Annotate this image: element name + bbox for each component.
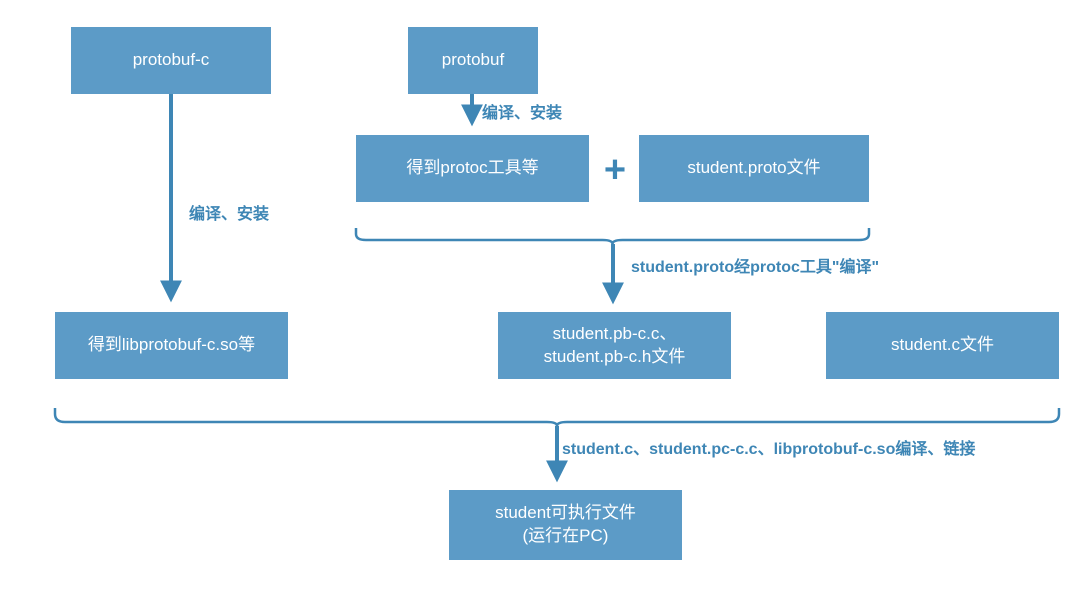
plus-symbol: +: [595, 145, 635, 195]
node-n8: student可执行文件 (运行在PC): [449, 490, 682, 560]
bracket-e4: [55, 408, 1059, 426]
node-n4: student.proto文件: [639, 135, 869, 202]
node-n6: student.pb-c.c、 student.pb-c.h文件: [498, 312, 731, 379]
edge-label-e2: 编译、安装: [189, 200, 269, 224]
bracket-e3: [356, 228, 869, 244]
edge-label-e3: student.proto经protoc工具"编译": [631, 253, 879, 277]
edge-label-e1: 编译、安装: [482, 99, 562, 123]
node-n5: 得到libprotobuf-c.so等: [55, 312, 288, 379]
node-n3: 得到protoc工具等: [356, 135, 589, 202]
edge-label-e4: student.c、student.pc-c.c、libprotobuf-c.s…: [562, 435, 975, 459]
node-n7: student.c文件: [826, 312, 1059, 379]
node-n2: protobuf: [408, 27, 538, 94]
node-n1: protobuf-c: [71, 27, 271, 94]
